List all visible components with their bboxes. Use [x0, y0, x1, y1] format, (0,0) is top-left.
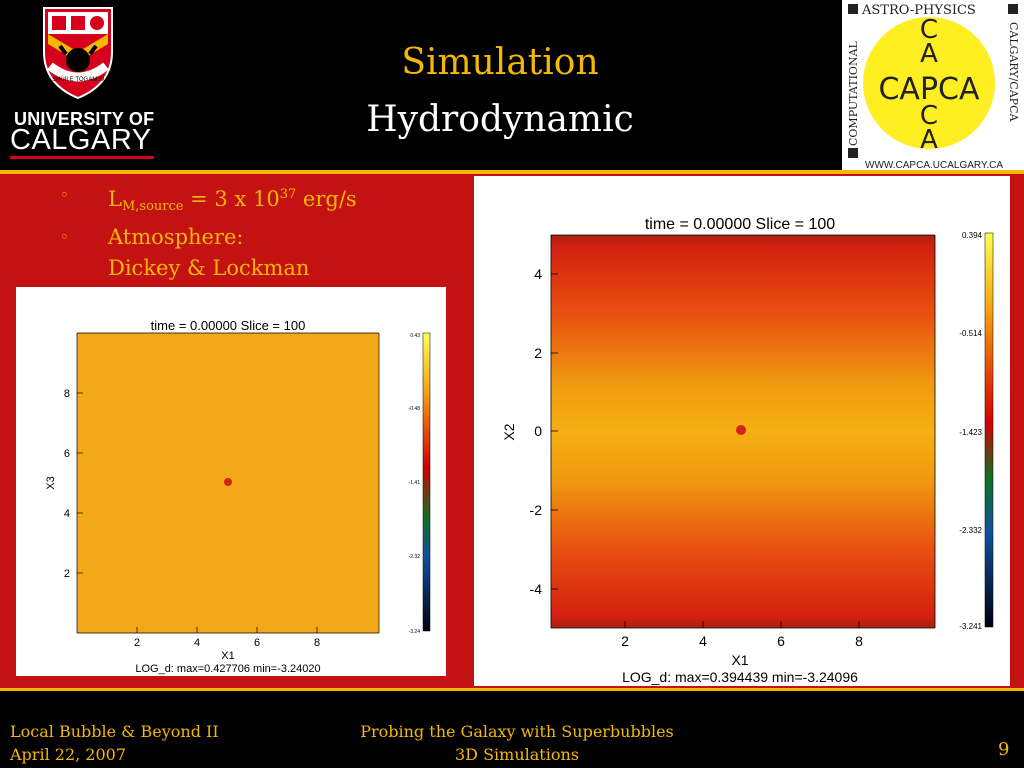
svg-text:MO SHÙILE TOGAM SÙAS: MO SHÙILE TOGAM SÙAS — [41, 76, 115, 83]
svg-text:WWW.CAPCA.UCALGARY.CA: WWW.CAPCA.UCALGARY.CA — [865, 160, 1003, 171]
colorbar-tick-label: -1.423 — [959, 428, 982, 437]
slide-title: Simulation — [401, 42, 599, 83]
colorbar-tick-label: 0.394 — [962, 231, 983, 240]
luminosity-subscript: M,source — [121, 199, 184, 214]
y-tick-label: 6 — [64, 448, 70, 460]
luminosity-symbol: L — [108, 187, 122, 211]
header-divider — [0, 170, 1024, 174]
y-axis-label: X2 — [501, 423, 517, 440]
x-tick-label: 8 — [314, 637, 320, 649]
svg-text:C: C — [920, 101, 938, 131]
colorbar — [984, 232, 994, 628]
luminosity-value: = 3 x 10 — [183, 187, 280, 211]
talk-title: Probing the Galaxy with Superbubbles — [360, 722, 674, 741]
y-tick-label: 0 — [534, 423, 542, 439]
energy-source-marker — [736, 425, 746, 435]
calgary-crest-icon: MO SHÙILE TOGAM SÙAS — [41, 7, 115, 100]
colorbar-tick-label: -0.514 — [959, 329, 982, 338]
slide-subtitle: Hydrodynamic — [366, 99, 634, 140]
slide-header: MO SHÙILE TOGAM SÙAS UNIVERSITY OF CALGA… — [0, 0, 1024, 172]
svg-text:COMPUTATIONAL: COMPUTATIONAL — [847, 40, 860, 146]
density-slice-plot-large: time = 0.00000 Slice = 100 — [474, 176, 1010, 686]
footer-conference: Local Bubble & Beyond II April 22, 2007 — [10, 720, 219, 766]
atmosphere-label: Atmosphere: — [108, 225, 244, 249]
svg-text:A: A — [920, 39, 938, 69]
svg-text:C: C — [920, 15, 938, 45]
colorbar — [422, 332, 431, 632]
x-tick-label: 4 — [194, 637, 200, 649]
y-tick-label: 2 — [64, 568, 70, 580]
svg-text:CALGARY/CAPCA: CALGARY/CAPCA — [1007, 22, 1020, 122]
colorbar-tick-label: -0.48 — [409, 406, 421, 412]
university-of-calgary-logo: MO SHÙILE TOGAM SÙAS UNIVERSITY OF CALGA… — [6, 4, 156, 162]
svg-text:ASTRO-PHYSICS: ASTRO-PHYSICS — [861, 3, 976, 18]
calgary-text: CALGARY — [10, 124, 152, 156]
colorbar-tick-label: 0.43 — [410, 333, 420, 339]
x-tick-label: 4 — [699, 633, 707, 649]
colorbar-tick-label: -2.332 — [959, 526, 982, 535]
colorbar-tick-label: -2.32 — [409, 554, 421, 560]
colorbar-tick-label: -1.41 — [409, 480, 421, 486]
bullet-list: ◦ LM,source = 3 x 1037 erg/s ◦ Atmospher… — [60, 180, 357, 284]
bullet-dot-icon: ◦ — [60, 186, 69, 204]
bullet-luminosity: ◦ LM,source = 3 x 1037 erg/s — [60, 180, 357, 222]
slide-number: 9 — [998, 739, 1010, 760]
svg-text:CAPCA: CAPCA — [878, 72, 980, 107]
university-of-text: UNIVERSITY OF — [14, 109, 155, 129]
y-tick-label: 2 — [534, 345, 542, 361]
footer-divider — [0, 688, 1024, 691]
density-slice-plot-small: time = 0.00000 Slice = 100 2 4 6 8 2 4 6… — [16, 287, 446, 676]
x-tick-label: 2 — [621, 633, 629, 649]
colorbar-tick-label: -3.24 — [409, 629, 421, 635]
energy-source-marker — [224, 478, 232, 486]
luminosity-unit: erg/s — [296, 187, 357, 211]
y-axis-label: X3 — [45, 476, 57, 489]
x-axis-label: X1 — [731, 652, 748, 668]
atmosphere-value: Dickey & Lockman — [108, 256, 310, 280]
plot-footer-stats: LOG_d: max=0.427706 min=-3.24020 — [135, 663, 320, 675]
bullet-dot-icon: ◦ — [60, 228, 69, 246]
colorbar-tick-label: -3.241 — [959, 622, 982, 631]
plot-footer-stats: LOG_d: max=0.394439 min=-3.24096 — [622, 669, 858, 685]
y-tick-label: -2 — [530, 502, 543, 518]
x-axis-label: X1 — [221, 650, 234, 662]
capca-logo: ASTRO-PHYSICS COMPUTATIONAL CALGARY/CAPC… — [842, 0, 1024, 172]
footer-talk-title: Probing the Galaxy with Superbubbles 3D … — [312, 720, 722, 766]
logo-underline — [10, 156, 154, 159]
plot-title: time = 0.00000 Slice = 100 — [645, 216, 835, 233]
y-tick-label: 4 — [534, 266, 542, 282]
y-tick-label: 4 — [64, 508, 70, 520]
x-tick-label: 6 — [254, 637, 260, 649]
conference-date: April 22, 2007 — [10, 745, 127, 764]
x-tick-label: 2 — [134, 637, 140, 649]
talk-section: 3D Simulations — [455, 745, 579, 764]
y-tick-label: -4 — [530, 581, 543, 597]
x-tick-label: 6 — [777, 633, 785, 649]
bullet-atmosphere: ◦ Atmosphere: — [60, 222, 357, 252]
slide-footer: Local Bubble & Beyond II April 22, 2007 … — [0, 691, 1024, 768]
capca-emblem-icon: ASTRO-PHYSICS COMPUTATIONAL CALGARY/CAPC… — [847, 3, 1020, 171]
plot-title: time = 0.00000 Slice = 100 — [151, 318, 306, 333]
svg-text:A: A — [920, 125, 938, 155]
luminosity-exponent: 37 — [279, 187, 297, 202]
conference-name: Local Bubble & Beyond II — [10, 722, 219, 741]
y-tick-label: 8 — [64, 388, 70, 400]
x-tick-label: 8 — [855, 633, 863, 649]
